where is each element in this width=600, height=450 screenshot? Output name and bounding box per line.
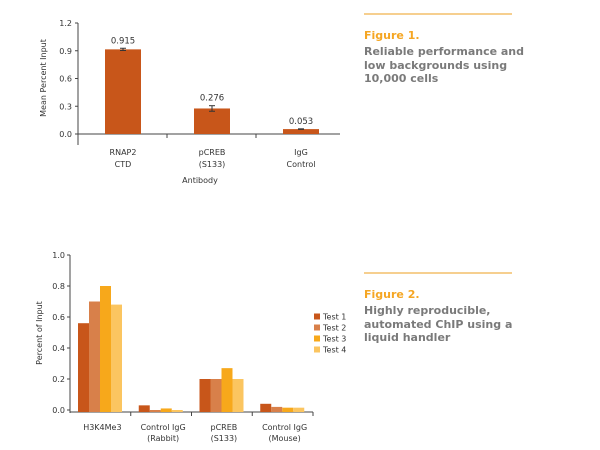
x-tick-label: Control xyxy=(287,160,316,169)
figure-label: Figure 2. xyxy=(364,288,420,301)
y-tick-label: 0.9 xyxy=(59,47,72,56)
bar xyxy=(149,410,161,412)
caption-line: automated ChIP using a xyxy=(364,317,513,331)
y-tick-label: 0.2 xyxy=(52,375,65,384)
y-tick-label: 1.2 xyxy=(59,19,72,28)
legend-swatch xyxy=(314,313,320,320)
x-tick-label: CTD xyxy=(115,160,132,169)
bar xyxy=(160,408,172,412)
caption-divider xyxy=(364,272,512,274)
data-label: 0.276 xyxy=(200,94,224,104)
bar xyxy=(100,286,111,412)
x-tick-label: (Rabbit) xyxy=(147,434,179,443)
bar xyxy=(138,405,150,412)
y-tick-label: 0.6 xyxy=(59,75,72,84)
y-tick-label: 0.3 xyxy=(59,102,72,111)
x-axis-label: Antibody xyxy=(182,176,218,185)
bar xyxy=(171,410,183,412)
x-tick-label: Control IgG xyxy=(262,423,307,432)
legend-swatch xyxy=(314,324,320,331)
chart-figure-1: 0.0 0.3 0.6 0.9 1.2 0.915 RNAP2 CTD 0.276 pCREB (S… xyxy=(39,19,340,185)
bar xyxy=(221,368,233,412)
caption-line: low backgrounds using xyxy=(364,58,508,72)
caption-line: Highly reproducible, xyxy=(364,304,491,317)
x-tick-label: (S133) xyxy=(211,434,238,443)
y-tick-label: 0.4 xyxy=(52,344,65,353)
bar xyxy=(282,407,294,412)
x-tick-label: (Mouse) xyxy=(269,434,301,443)
bar xyxy=(89,301,100,412)
bar xyxy=(78,323,89,412)
figure-label: Figure 1. xyxy=(364,29,420,42)
y-tick-label: 0.0 xyxy=(59,130,72,139)
bar xyxy=(111,304,122,412)
y-axis-label: Percent of Input xyxy=(35,301,44,365)
bar xyxy=(232,379,244,412)
caption-line: Reliable performance and xyxy=(364,45,525,58)
x-tick-label: pCREB xyxy=(199,148,226,157)
data-label: 0.915 xyxy=(111,36,135,46)
x-tick-label: (S133) xyxy=(199,160,226,169)
y-tick-label: 0.8 xyxy=(52,282,65,291)
caption-figure-2: Figure 2. Highly reproducible, automated… xyxy=(364,272,524,345)
bar xyxy=(260,403,272,412)
bar xyxy=(293,407,305,412)
legend-swatch xyxy=(314,346,320,353)
data-label: 0.053 xyxy=(289,117,313,127)
bar xyxy=(194,108,230,134)
legend-label: Test 3 xyxy=(322,335,346,344)
legend-swatch xyxy=(314,335,320,342)
bar xyxy=(199,379,211,412)
legend-label: Test 1 xyxy=(322,313,346,322)
legend-label: Test 4 xyxy=(322,346,346,355)
y-tick-label: 1.0 xyxy=(52,251,65,260)
bar xyxy=(210,379,222,412)
bar xyxy=(105,49,141,134)
y-tick-label: 0.0 xyxy=(52,406,65,415)
x-tick-label: H3K4Me3 xyxy=(83,423,121,432)
x-tick-label: RNAP2 xyxy=(110,148,137,157)
x-tick-label: Control IgG xyxy=(141,423,186,432)
chart-figure-2: 0.0 0.2 0.4 0.6 0.8 1.0 H3K4Me3 Control IgG (Rab… xyxy=(35,251,346,443)
caption-line: liquid handler xyxy=(364,331,451,344)
caption-line: 10,000 cells xyxy=(364,72,439,85)
y-axis-label: Mean Percent Input xyxy=(39,39,48,117)
x-tick-label: pCREB xyxy=(210,423,237,432)
x-tick-label: IgG xyxy=(294,148,308,157)
legend-label: Test 2 xyxy=(322,324,346,333)
bar xyxy=(283,129,319,134)
caption-divider xyxy=(364,13,512,15)
caption-figure-1: Figure 1. Reliable performance and low b… xyxy=(364,13,524,86)
y-tick-label: 0.6 xyxy=(52,313,65,322)
bar xyxy=(271,406,283,412)
